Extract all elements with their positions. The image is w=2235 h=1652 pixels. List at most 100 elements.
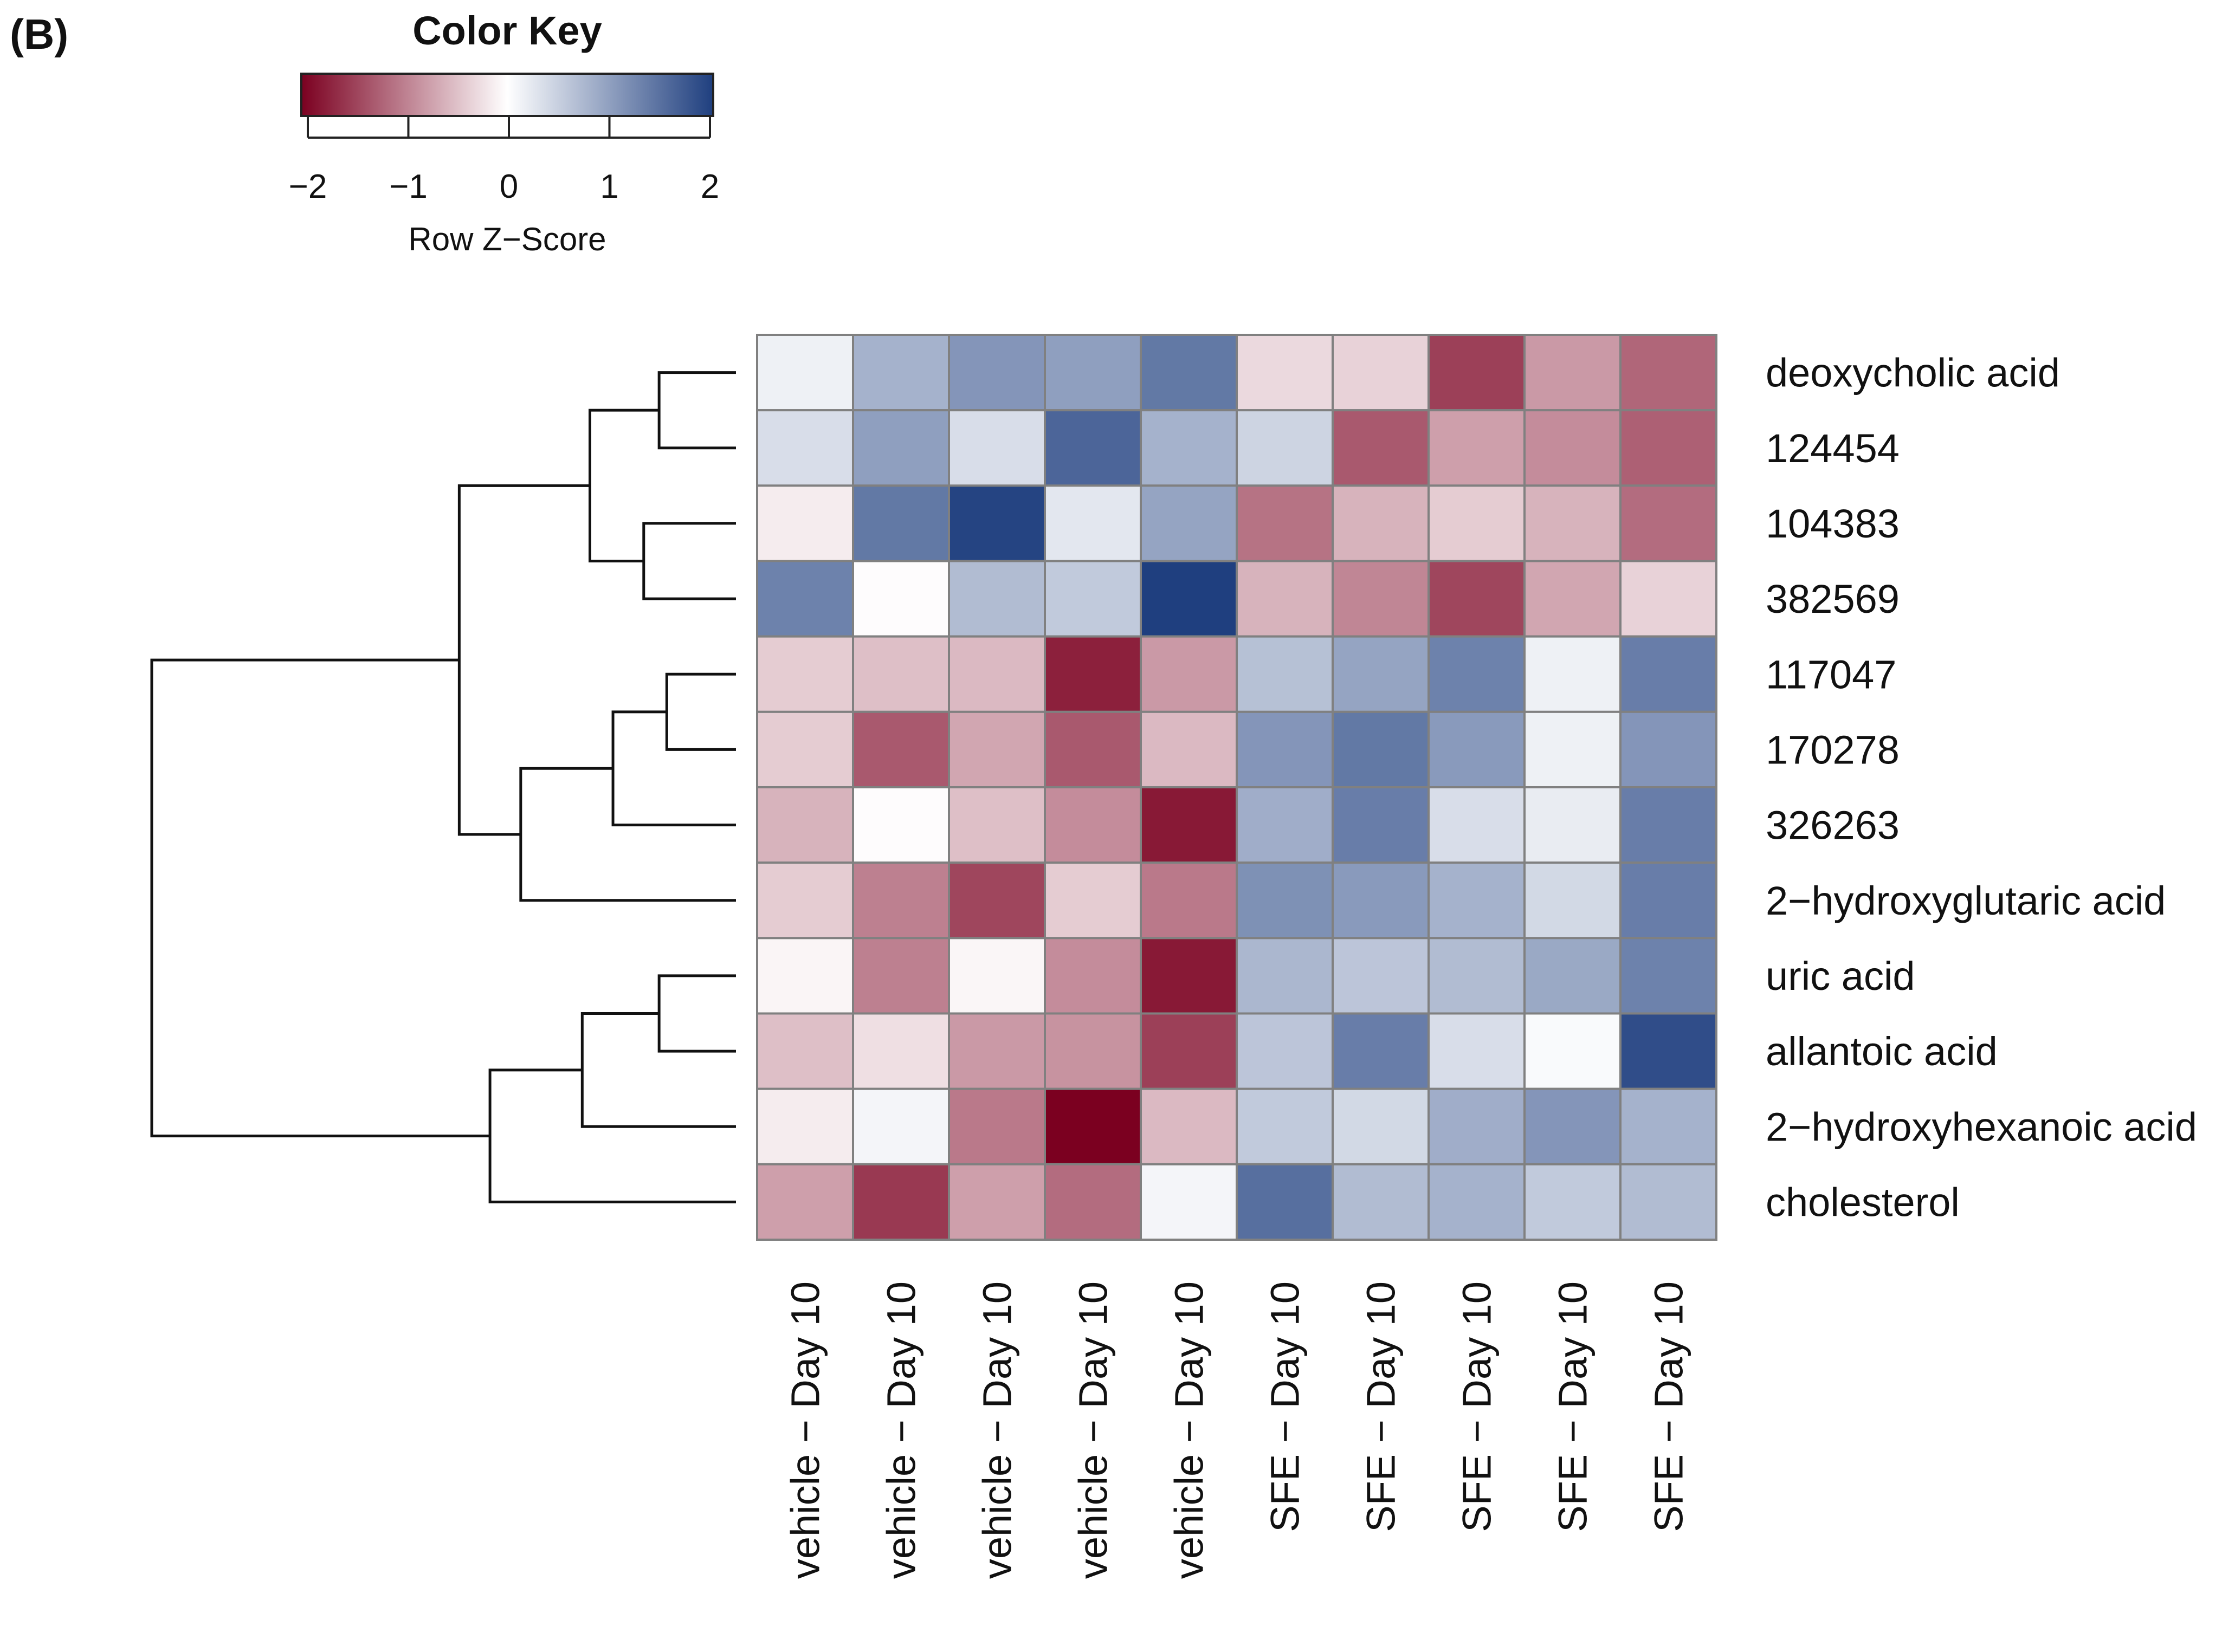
heatmap-cell bbox=[1140, 937, 1238, 1015]
heatmap-cell bbox=[1140, 1087, 1238, 1165]
column-label: SFE − Day 10 bbox=[1455, 1281, 1500, 1532]
heatmap-cell bbox=[1427, 786, 1526, 864]
heatmap-cell bbox=[1236, 861, 1334, 940]
heatmap-cell bbox=[1619, 1087, 1717, 1165]
heatmap-cell bbox=[756, 861, 854, 940]
heatmap-cell bbox=[852, 484, 950, 562]
heatmap-cell bbox=[1332, 484, 1430, 562]
heatmap-cell bbox=[1332, 334, 1430, 412]
column-label: vehicle − Day 10 bbox=[975, 1281, 1020, 1579]
dendrogram-branch bbox=[488, 1068, 736, 1203]
heatmap-cell bbox=[1427, 1163, 1526, 1241]
heatmap-cell bbox=[1619, 710, 1717, 789]
heatmap-cell bbox=[948, 710, 1046, 789]
heatmap-cell bbox=[1523, 334, 1622, 412]
heatmap-cell bbox=[1523, 937, 1622, 1015]
heatmap-cell bbox=[756, 1163, 854, 1241]
heatmap-cell bbox=[852, 334, 950, 412]
heatmap-cell bbox=[1332, 786, 1430, 864]
color-key-tick-label: −2 bbox=[289, 168, 327, 205]
heatmap-cell bbox=[756, 635, 854, 713]
heatmap-cell bbox=[1619, 1012, 1717, 1090]
column-label: vehicle − Day 10 bbox=[1167, 1281, 1212, 1579]
heatmap-cell bbox=[756, 710, 854, 789]
heatmap-cell bbox=[1619, 484, 1717, 562]
heatmap-cell bbox=[852, 937, 950, 1015]
heatmap-cell bbox=[948, 861, 1046, 940]
heatmap-cell bbox=[1619, 1163, 1717, 1241]
heatmap-cell bbox=[1427, 937, 1526, 1015]
heatmap-cell bbox=[1427, 560, 1526, 638]
heatmap-cell bbox=[1140, 1163, 1238, 1241]
heatmap-cell bbox=[1140, 560, 1238, 638]
row-labels: deoxycholic acid 124454 104383 382569 117047… bbox=[1766, 351, 2197, 1225]
dendrogram-branch bbox=[457, 484, 590, 836]
heatmap-cell bbox=[948, 635, 1046, 713]
heatmap-cell bbox=[1332, 861, 1430, 940]
row-label: 382569 bbox=[1766, 576, 1900, 621]
heatmap-cells bbox=[756, 334, 1717, 1241]
heatmap-cell bbox=[1044, 1012, 1142, 1090]
column-label: SFE − Day 10 bbox=[1551, 1281, 1595, 1532]
heatmap-cell bbox=[756, 937, 854, 1015]
heatmap-cell bbox=[1332, 635, 1430, 713]
column-label: SFE − Day 10 bbox=[1646, 1281, 1691, 1532]
dendrogram-branch bbox=[611, 710, 736, 827]
dendrogram-branch bbox=[657, 974, 736, 1053]
heatmap-cell bbox=[1332, 710, 1430, 789]
row-label: allantoic acid bbox=[1766, 1029, 1998, 1074]
heatmap-cell bbox=[756, 1087, 854, 1165]
color-key-tick-label: −1 bbox=[389, 168, 428, 205]
heatmap-cell bbox=[1523, 1012, 1622, 1090]
heatmap-cell bbox=[756, 1012, 854, 1090]
color-key-ticks: −2 −1 0 1 2 bbox=[289, 116, 719, 205]
heatmap-cell bbox=[1236, 786, 1334, 864]
row-label: 326263 bbox=[1766, 803, 1900, 848]
heatmap-cell bbox=[756, 560, 854, 638]
dendrogram-branch bbox=[642, 522, 736, 600]
heatmap-cell bbox=[1523, 786, 1622, 864]
heatmap-cell bbox=[1619, 409, 1717, 487]
heatmap-cell bbox=[1140, 1012, 1238, 1090]
row-dendrogram bbox=[150, 371, 736, 1203]
heatmap-cell bbox=[1427, 1012, 1526, 1090]
heatmap-cell bbox=[1619, 635, 1717, 713]
row-label: 124454 bbox=[1766, 426, 1900, 471]
heatmap-cell bbox=[1236, 635, 1334, 713]
heatmap-cell bbox=[1523, 635, 1622, 713]
heatmap-cell bbox=[852, 861, 950, 940]
column-label: vehicle − Day 10 bbox=[1071, 1281, 1116, 1579]
heatmap-cell bbox=[756, 334, 854, 412]
heatmap-cell bbox=[756, 484, 854, 562]
heatmap-cell bbox=[1140, 409, 1238, 487]
heatmap-cell bbox=[1332, 937, 1430, 1015]
row-label: cholesterol bbox=[1766, 1180, 1960, 1225]
heatmap-cell bbox=[1044, 937, 1142, 1015]
heatmap-cell bbox=[1427, 1087, 1526, 1165]
row-label: uric acid bbox=[1766, 954, 1915, 999]
heatmap-cell bbox=[1236, 937, 1334, 1015]
heatmap-cell bbox=[852, 1012, 950, 1090]
heatmap-cell bbox=[1332, 1012, 1430, 1090]
heatmap-cell bbox=[1140, 710, 1238, 789]
heatmap-cell bbox=[1140, 635, 1238, 713]
heatmap-cell bbox=[756, 786, 854, 864]
heatmap-cell bbox=[1523, 1163, 1622, 1241]
heatmap-cell bbox=[1236, 1163, 1334, 1241]
heatmap-cell bbox=[1619, 937, 1717, 1015]
heatmap-cell bbox=[1044, 334, 1142, 412]
heatmap-cell bbox=[1523, 484, 1622, 562]
heatmap-cell bbox=[852, 635, 950, 713]
heatmap-cell bbox=[1140, 334, 1238, 412]
heatmap-cell bbox=[852, 560, 950, 638]
heatmap-cell bbox=[1140, 786, 1238, 864]
heatmap-cell bbox=[1619, 334, 1717, 412]
row-label: 104383 bbox=[1766, 501, 1900, 546]
heatmap-cell bbox=[1236, 1087, 1334, 1165]
heatmap-cell bbox=[948, 786, 1046, 864]
heatmap-cell bbox=[1427, 635, 1526, 713]
row-label: 170278 bbox=[1766, 727, 1900, 772]
panel-label: (B) bbox=[10, 10, 68, 58]
heatmap-cell bbox=[852, 710, 950, 789]
heatmap-cell bbox=[1140, 861, 1238, 940]
